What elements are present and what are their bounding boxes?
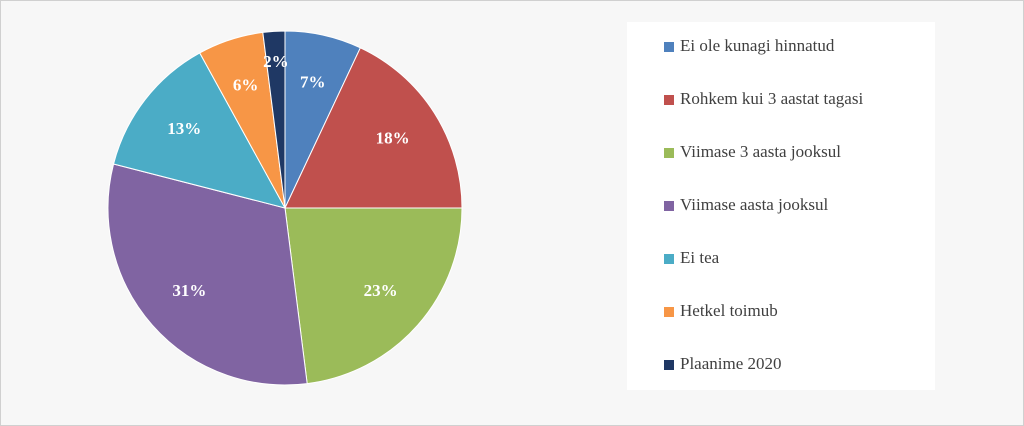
data-label: 23% — [364, 281, 398, 300]
legend-label: Ei tea — [680, 248, 720, 267]
legend-label: Plaanime 2020 — [680, 354, 782, 373]
legend-swatch — [664, 42, 674, 52]
legend-swatch — [664, 254, 674, 264]
legend-swatch — [664, 95, 674, 105]
pie-slice — [262, 30, 286, 209]
pie-slice — [284, 207, 463, 385]
legend-label: Hetkel toimub — [680, 301, 778, 320]
data-label: 6% — [233, 76, 259, 95]
legend-box — [627, 22, 935, 390]
legend-label: Ei ole kunagi hinnatud — [680, 36, 835, 55]
legend-label: Viimase aasta jooksul — [680, 195, 828, 214]
data-label: 18% — [376, 129, 410, 148]
legend-label: Viimase 3 aasta jooksul — [680, 142, 841, 161]
pie-slice — [284, 47, 463, 209]
legend-label: Rohkem kui 3 aastat tagasi — [680, 89, 863, 108]
data-label: 2% — [263, 52, 289, 71]
legend-swatch — [664, 148, 674, 158]
pie-slice — [107, 163, 308, 386]
legend-swatch — [664, 307, 674, 317]
legend-swatch — [664, 201, 674, 211]
data-label: 7% — [300, 73, 326, 92]
data-label: 31% — [172, 281, 206, 300]
legend-swatch — [664, 360, 674, 370]
pie-slice — [112, 52, 286, 209]
data-label: 13% — [167, 119, 201, 138]
